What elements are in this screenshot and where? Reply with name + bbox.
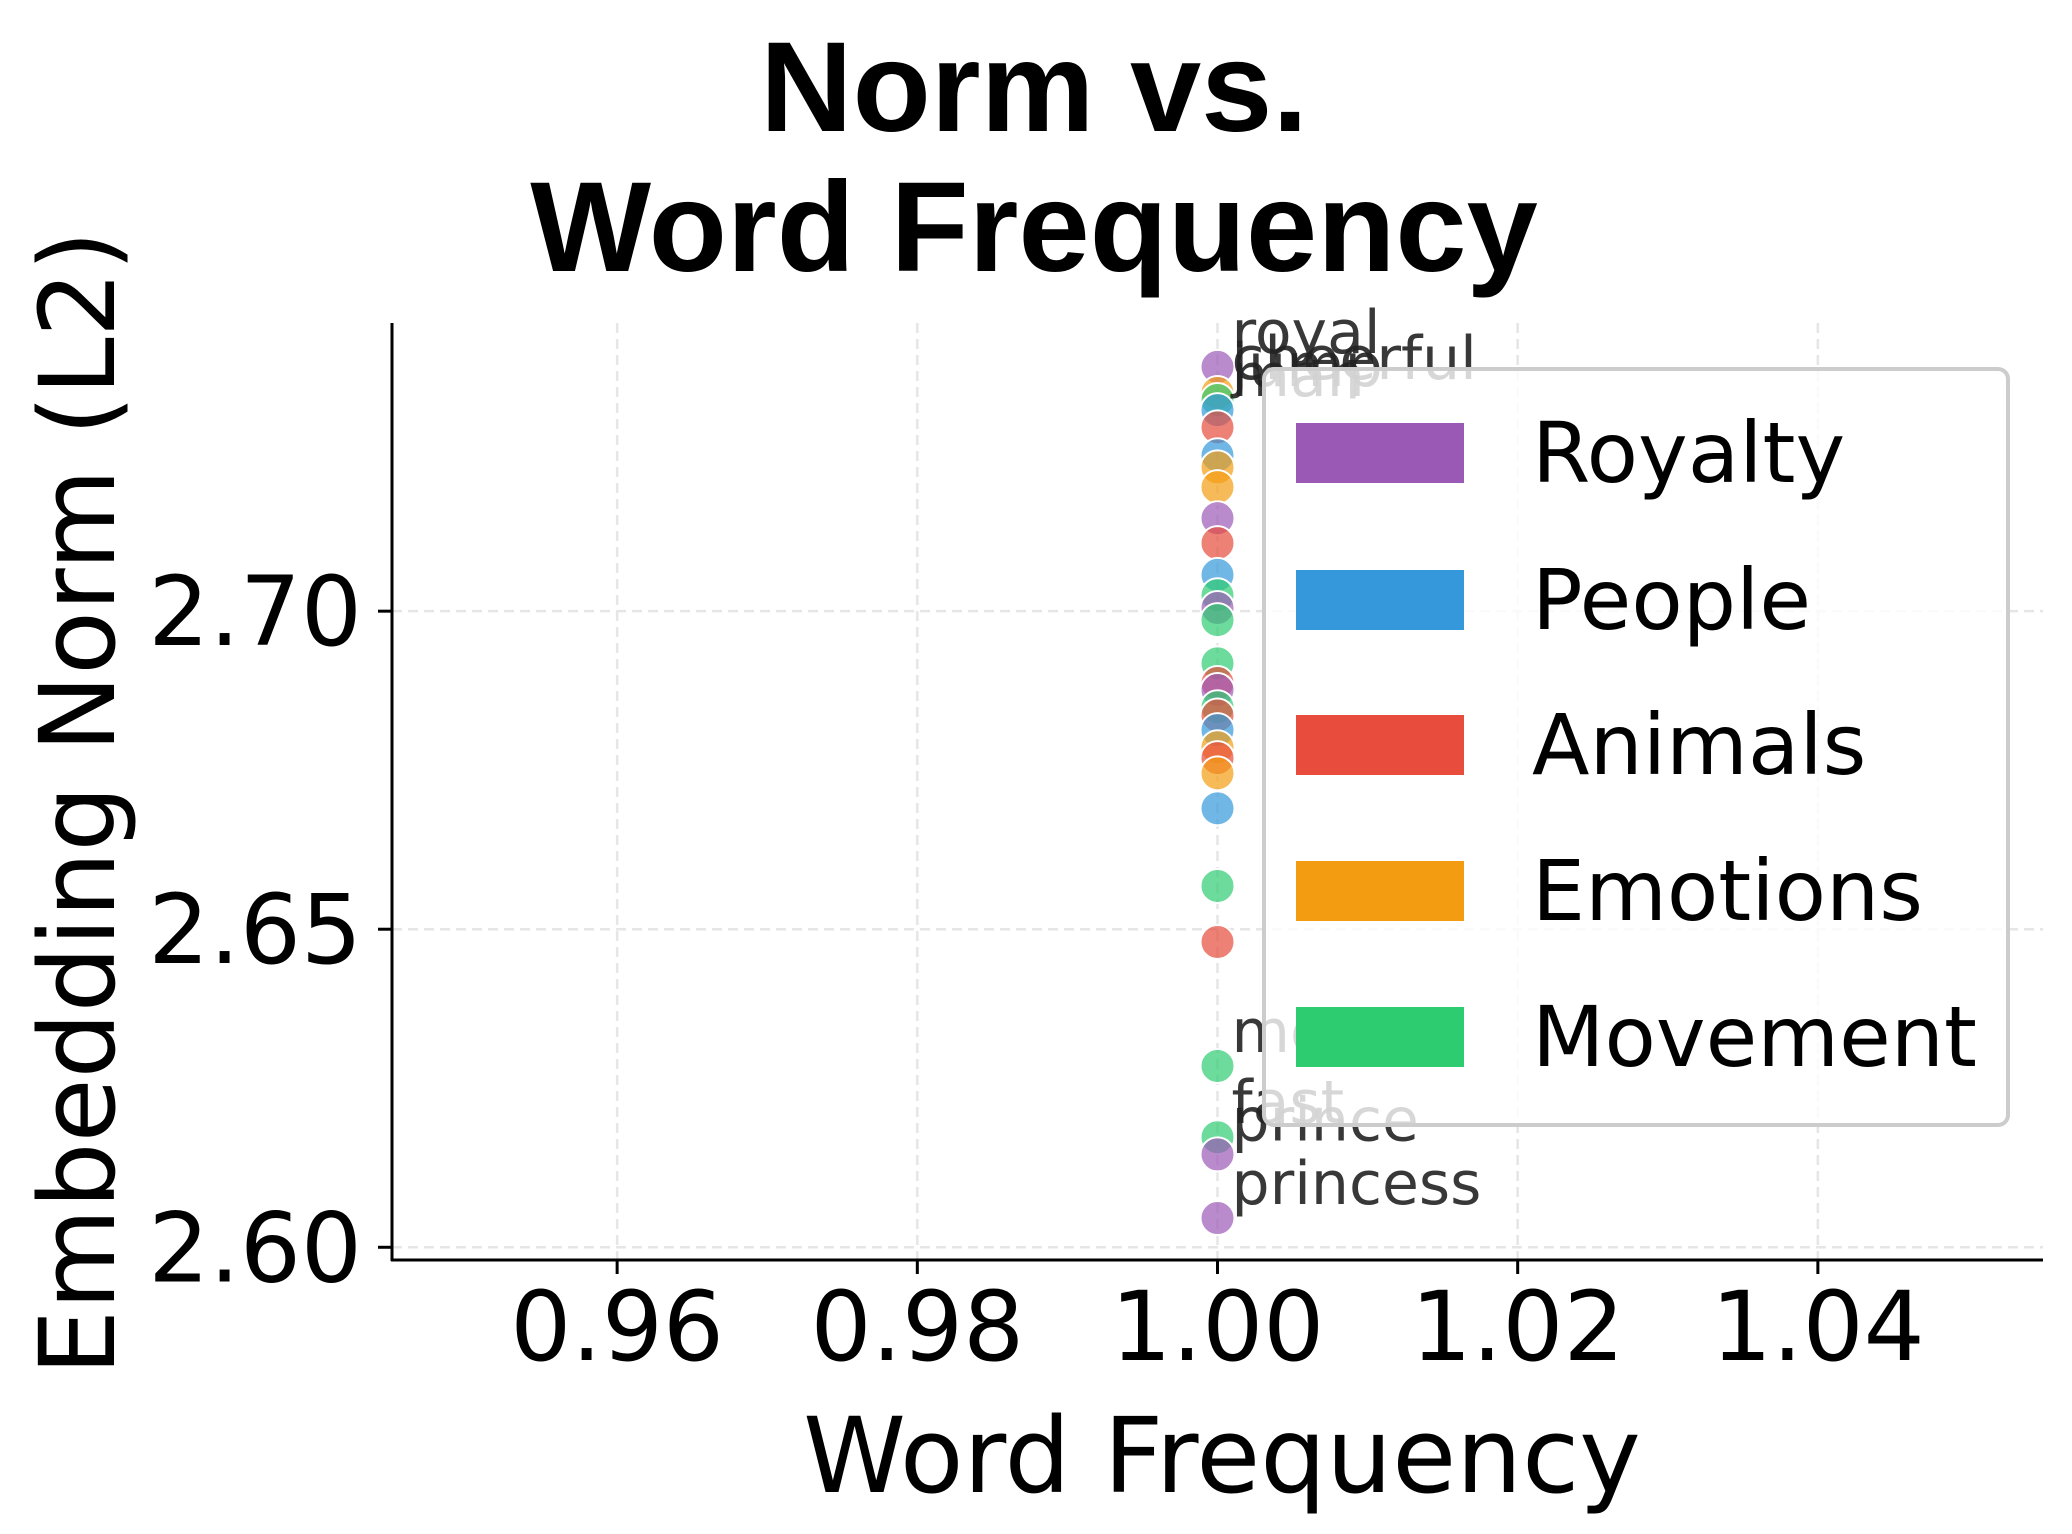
x-tick-label: 1.04 xyxy=(1711,1271,1925,1383)
data-point xyxy=(1199,867,1236,904)
data-point xyxy=(1199,469,1236,506)
axes: 0.96 0.98 1.00 1.02 1.04 2.60 2.65 2.70 xyxy=(148,323,2043,1383)
legend-item-movement: Movement xyxy=(1296,988,1996,1086)
x-tick-label: 0.96 xyxy=(510,1271,724,1383)
legend-swatch-emotions xyxy=(1296,861,1464,921)
y-tick-label: 2.65 xyxy=(148,874,362,986)
legend: Royalty People Animals Emotions Movement xyxy=(1262,367,2010,1127)
y-tick-label: 2.60 xyxy=(148,1192,362,1304)
x-axis-label: Word Frequency xyxy=(803,1395,1641,1517)
legend-label-movement: Movement xyxy=(1532,988,1977,1086)
y-axis-label: Embedding Norm (L2) xyxy=(17,230,139,1376)
x-tick-label: 1.02 xyxy=(1411,1271,1625,1383)
chart-title-line1: Norm vs. xyxy=(760,16,1308,159)
x-tick-label: 1.00 xyxy=(1111,1271,1325,1383)
legend-swatch-movement xyxy=(1296,1007,1464,1067)
data-point xyxy=(1199,790,1236,827)
data-point xyxy=(1199,602,1236,639)
legend-item-animals: Animals xyxy=(1296,696,1996,794)
legend-item-royalty: Royalty xyxy=(1296,404,1996,502)
x-tick-label: 0.98 xyxy=(810,1271,1024,1383)
legend-swatch-people xyxy=(1296,570,1464,630)
data-point xyxy=(1199,1047,1236,1084)
legend-item-people: People xyxy=(1296,551,1996,649)
point-label: royal xyxy=(1232,298,1381,368)
legend-label-animals: Animals xyxy=(1532,696,1867,794)
legend-label-royalty: Royalty xyxy=(1532,404,1846,502)
legend-label-people: People xyxy=(1532,551,1812,649)
legend-swatch-royalty xyxy=(1296,423,1464,483)
chart-title-line2: Word Frequency xyxy=(530,156,1538,299)
data-points xyxy=(1199,348,1236,1237)
data-point xyxy=(1199,755,1236,792)
point-label: princess xyxy=(1232,1149,1482,1219)
legend-label-emotions: Emotions xyxy=(1532,842,1923,940)
data-point xyxy=(1199,525,1236,562)
data-point xyxy=(1199,1200,1236,1237)
legend-item-emotions: Emotions xyxy=(1296,842,1996,940)
data-point xyxy=(1199,923,1236,960)
data-point xyxy=(1199,1136,1236,1173)
legend-swatch-animals xyxy=(1296,715,1464,775)
y-tick-label: 2.70 xyxy=(148,556,362,668)
chart-title: Norm vs. Word Frequency xyxy=(0,18,2070,298)
